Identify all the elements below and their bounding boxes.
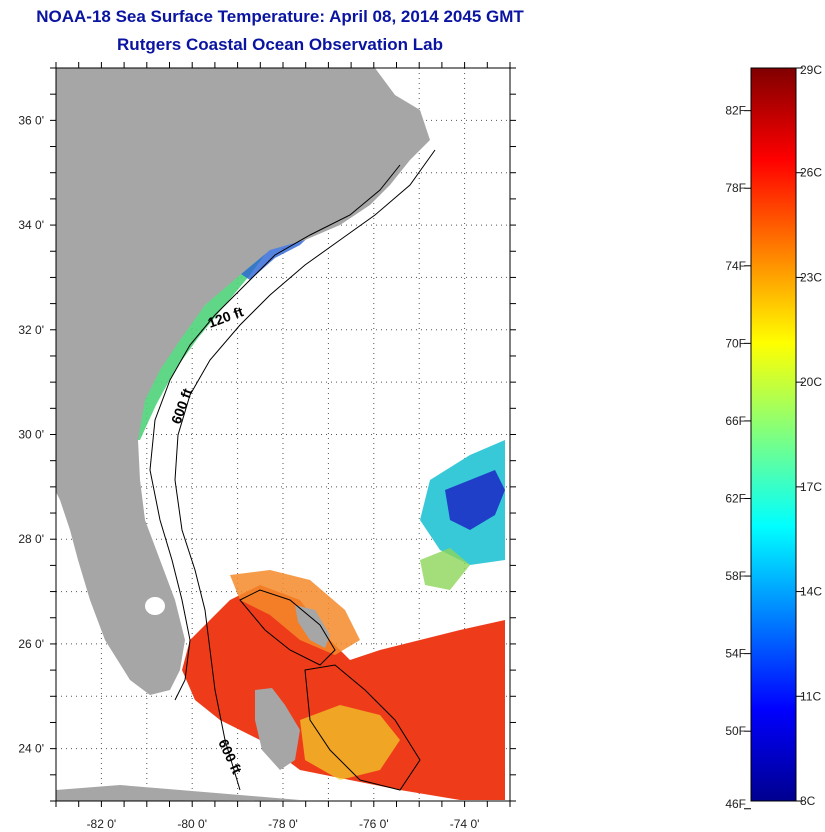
latitude-tick-label: 34 0'	[18, 218, 44, 232]
sst-patch-offshore-blue	[445, 470, 505, 530]
contour-600ft	[174, 149, 436, 791]
celsius-label: 26C	[800, 166, 822, 180]
celsius-label: 14C	[800, 585, 822, 599]
map-title: NOAA-18 Sea Surface Temperature: April 0…	[36, 7, 524, 26]
latitude-labels: 24 0' 26 0' 28 0' 30 0' 32 0' 34 0' 36 0'	[18, 113, 44, 755]
longitude-tick-label: -78 0'	[268, 817, 298, 831]
celsius-label: 17C	[800, 480, 822, 494]
longitude-tick-label: -74 0'	[450, 817, 480, 831]
contour-120ft	[149, 164, 401, 701]
fahrenheit-label: 74F	[725, 259, 746, 273]
fahrenheit-label: 62F	[725, 491, 746, 505]
axis-ticks	[50, 62, 516, 807]
sst-patch-gulf-stream	[182, 585, 505, 800]
land-cuba	[56, 785, 300, 801]
colorbar-gradient	[750, 67, 797, 802]
land-bahamas-andros	[255, 688, 300, 770]
latitude-tick-label: 26 0'	[18, 637, 44, 651]
longitude-tick-label: -82 0'	[87, 817, 117, 831]
fahrenheit-label: 70F	[725, 336, 746, 350]
longitude-labels: -82 0' -80 0' -78 0' -76 0' -74 0'	[87, 817, 480, 831]
land-bahamas-abaco	[295, 605, 330, 648]
fahrenheit-label: 82F	[725, 104, 746, 118]
fahrenheit-labels: 82F 78F 74F 70F 66F 62F 58F 54F 50F 46F	[725, 104, 751, 811]
celsius-label: 20C	[800, 375, 822, 389]
latitude-tick-label: 28 0'	[18, 532, 44, 546]
fahrenheit-label: 54F	[725, 647, 746, 661]
latitude-tick-label: 24 0'	[18, 742, 44, 756]
lake-okeechobee	[145, 597, 165, 615]
celsius-label: 11C	[800, 689, 821, 703]
sst-patch-carolina-shelf	[132, 240, 268, 440]
fahrenheit-label: 66F	[725, 414, 746, 428]
fahrenheit-label: 78F	[725, 181, 746, 195]
longitude-tick-label: -76 0'	[359, 817, 389, 831]
contour-bahamas	[239, 589, 421, 791]
latitude-tick-label: 30 0'	[18, 428, 44, 442]
fahrenheit-label: 46F	[725, 797, 746, 811]
celsius-label: 29C	[800, 63, 822, 77]
fahrenheit-label: 50F	[725, 724, 746, 738]
latitude-tick-label: 32 0'	[18, 323, 44, 337]
fahrenheit-label: 58F	[725, 569, 746, 583]
celsius-labels: 29C 26C 23C 20C 17C 14C 11C 8C	[796, 63, 822, 808]
sst-patch-offshore-green	[420, 548, 470, 590]
celsius-label: 23C	[800, 270, 822, 284]
map-subtitle: Rutgers Coastal Ocean Observation Lab	[117, 35, 443, 54]
sst-patch-bahamas-yellow	[300, 705, 400, 780]
celsius-label: 8C	[800, 794, 816, 808]
land-mass	[56, 68, 430, 695]
latitude-tick-label: 36 0'	[18, 113, 44, 127]
longitude-tick-label: -80 0'	[177, 817, 207, 831]
